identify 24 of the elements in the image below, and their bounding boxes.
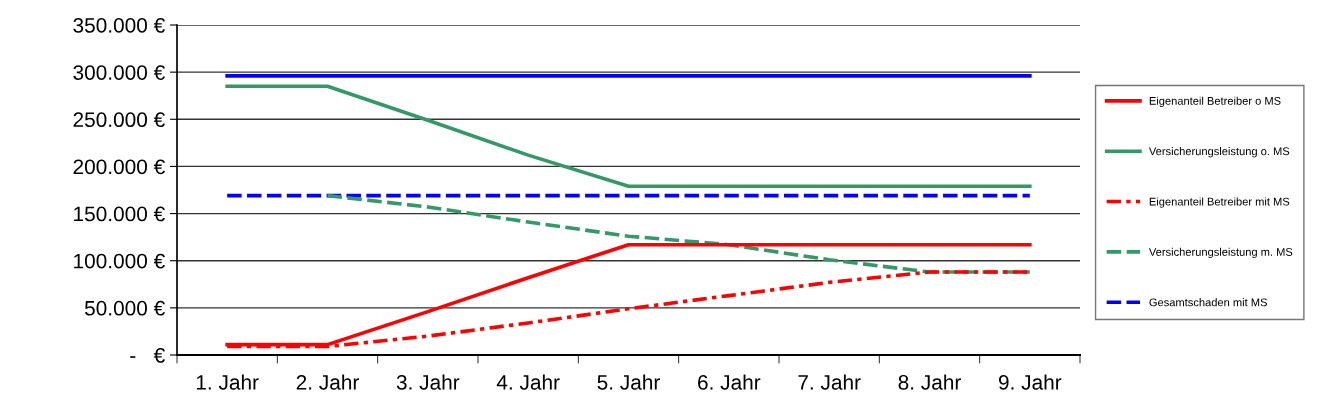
x-tick-label: 9. Jahr — [998, 374, 1062, 390]
x-tick-label: 8. Jahr — [898, 374, 961, 390]
y-tick-label: 50.000 € — [84, 300, 165, 316]
legend-label: Versicherungsleistung m. MS — [1148, 247, 1293, 259]
line-series — [325, 193, 1032, 274]
legend-label: Gesamtschaden mit MS — [1149, 298, 1267, 307]
legend-label: Eigenanteil Betreiber mit MS — [1149, 197, 1290, 208]
line-series — [225, 84, 1032, 189]
x-tick-label: 3. Jahr — [396, 374, 460, 390]
legend-label: Eigenanteil Betreiber o MS — [1149, 96, 1281, 108]
y-tick-label: 350.000 € — [73, 18, 165, 33]
y-tick-label: 200.000 € — [73, 159, 165, 175]
y-tick-label: 300.000 € — [73, 65, 165, 80]
y-tick-label: 250.000 € — [73, 112, 165, 128]
x-tick-label: 2. Jahr — [296, 374, 359, 390]
y-tick-label: 150.000 € — [74, 206, 165, 222]
x-tick-label: 5. Jahr — [597, 374, 660, 390]
x-tick-label: 1. Jahr — [196, 374, 259, 390]
legend-label: Versicherungsleistung o. MS — [1148, 147, 1290, 158]
y-tick-label: 100.000 € — [74, 253, 165, 269]
y-tick-label: - € — [130, 348, 165, 363]
x-tick-label: 6. Jahr — [698, 374, 761, 390]
x-tick-label: 7. Jahr — [798, 374, 861, 390]
x-tick-label: 4. Jahr — [496, 374, 560, 390]
